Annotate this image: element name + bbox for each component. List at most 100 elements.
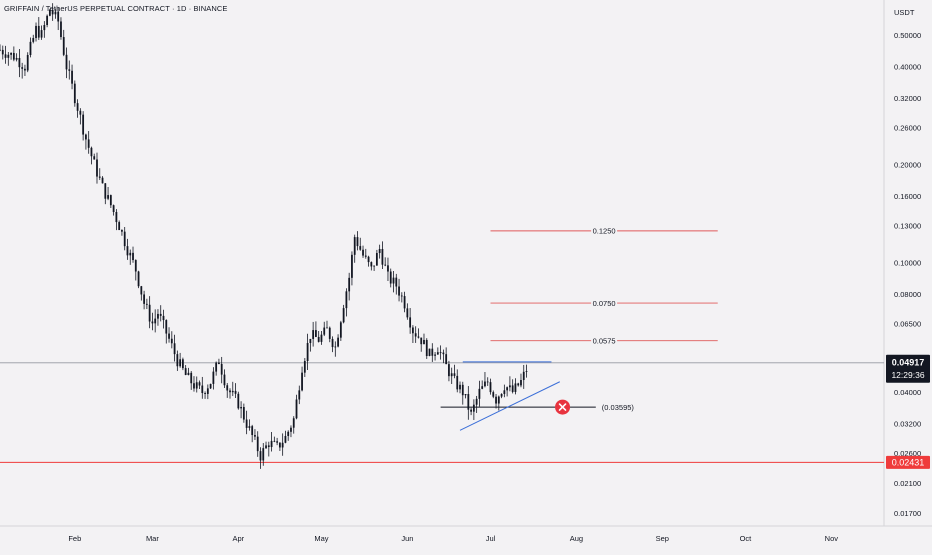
candle-body (303, 361, 306, 373)
candle-body (154, 318, 157, 324)
candle-body (470, 409, 472, 412)
candle-body (425, 339, 428, 357)
candle-body (98, 176, 101, 178)
candle-body (428, 348, 431, 357)
candle-body (265, 445, 267, 449)
symbol-title: GRIFFAIN / TetherUS PERPETUAL CONTRACT ·… (4, 4, 228, 13)
candle-body (381, 248, 384, 265)
time-tick-label: Sep (656, 534, 669, 543)
candle-body (459, 384, 461, 390)
candle-body (168, 333, 170, 339)
candle-body (220, 363, 223, 375)
candle-body (223, 374, 226, 386)
candle-body (495, 396, 497, 404)
candle-body (0, 49, 1, 51)
candle-body (73, 83, 76, 104)
candle-body (353, 237, 356, 255)
price-axis-currency: USDT (894, 8, 915, 17)
candle-body (40, 30, 43, 38)
candle-body (439, 352, 442, 354)
last-price-label-bg (886, 354, 930, 383)
candle-body (412, 327, 414, 334)
candle-body (104, 183, 107, 199)
candle-body (218, 362, 220, 364)
candle-body (143, 294, 146, 304)
candle-body (315, 330, 317, 337)
candle-body (306, 343, 309, 362)
price-tick-label: 0.16000 (894, 192, 921, 201)
price-tick-label: 0.50000 (894, 31, 921, 40)
candle-body (367, 256, 370, 263)
candle-body (187, 372, 190, 375)
candle-body (384, 264, 387, 266)
candle-body (4, 54, 7, 58)
target-level-label: 0.0750 (593, 299, 616, 308)
candle-body (10, 52, 12, 55)
candle-body (309, 338, 312, 344)
candle-body (298, 390, 301, 400)
candle-body (85, 134, 87, 140)
candle-body (506, 387, 509, 391)
candle-body (134, 260, 137, 272)
candle-body (234, 390, 237, 394)
candle-body (251, 426, 254, 436)
candle-body (29, 41, 32, 56)
candle-body (204, 393, 206, 394)
candle-body (514, 383, 517, 392)
candle-body (497, 396, 500, 404)
candle-body (525, 371, 528, 372)
candle-body (170, 338, 173, 344)
candle-body (181, 359, 184, 369)
candle-body (57, 11, 60, 22)
candle-body (387, 265, 389, 272)
candle-body (378, 248, 381, 254)
price-tick-label: 0.10000 (894, 258, 921, 267)
candle-body (248, 426, 251, 428)
candle-body (43, 25, 46, 31)
support-label-bg (886, 455, 930, 469)
candle-body (46, 15, 49, 26)
candle-body (37, 25, 40, 38)
candle-body (126, 246, 129, 256)
candle-body (301, 372, 303, 391)
time-tick-label: Oct (740, 534, 753, 543)
candle-body (140, 286, 143, 295)
candle-body (448, 364, 450, 377)
candle-body (123, 231, 126, 247)
candle-body (356, 237, 359, 247)
candle-body (1, 49, 4, 55)
candle-body (54, 11, 57, 15)
candle-body (334, 346, 337, 348)
candle-body (431, 348, 434, 356)
candle-body (190, 372, 193, 384)
candle-body (464, 394, 467, 396)
candle-body (398, 286, 400, 296)
candle-body (107, 195, 109, 199)
candle-body (26, 55, 29, 71)
candle-body (414, 333, 417, 337)
candle-body (328, 327, 331, 339)
candle-body (395, 277, 398, 287)
candle-body (500, 393, 503, 397)
time-tick-label: Jul (486, 534, 496, 543)
price-tick-label: 0.02100 (894, 479, 921, 488)
candle-body (145, 303, 148, 305)
candle-body (273, 440, 276, 442)
candle-body (312, 330, 315, 339)
price-tick-label: 0.32000 (894, 94, 921, 103)
candle-body (467, 394, 470, 410)
time-tick-label: Nov (825, 534, 839, 543)
candle-body (442, 352, 445, 355)
ascending-trendline (459, 381, 560, 431)
candle-body (82, 114, 85, 135)
candle-body (231, 390, 234, 393)
candle-body (370, 262, 373, 267)
candle-body (242, 407, 245, 420)
time-tick-label: Feb (68, 534, 81, 543)
candle-body (15, 58, 18, 60)
candle-body (337, 337, 339, 347)
candle-body (339, 322, 342, 338)
candle-body (209, 383, 212, 389)
